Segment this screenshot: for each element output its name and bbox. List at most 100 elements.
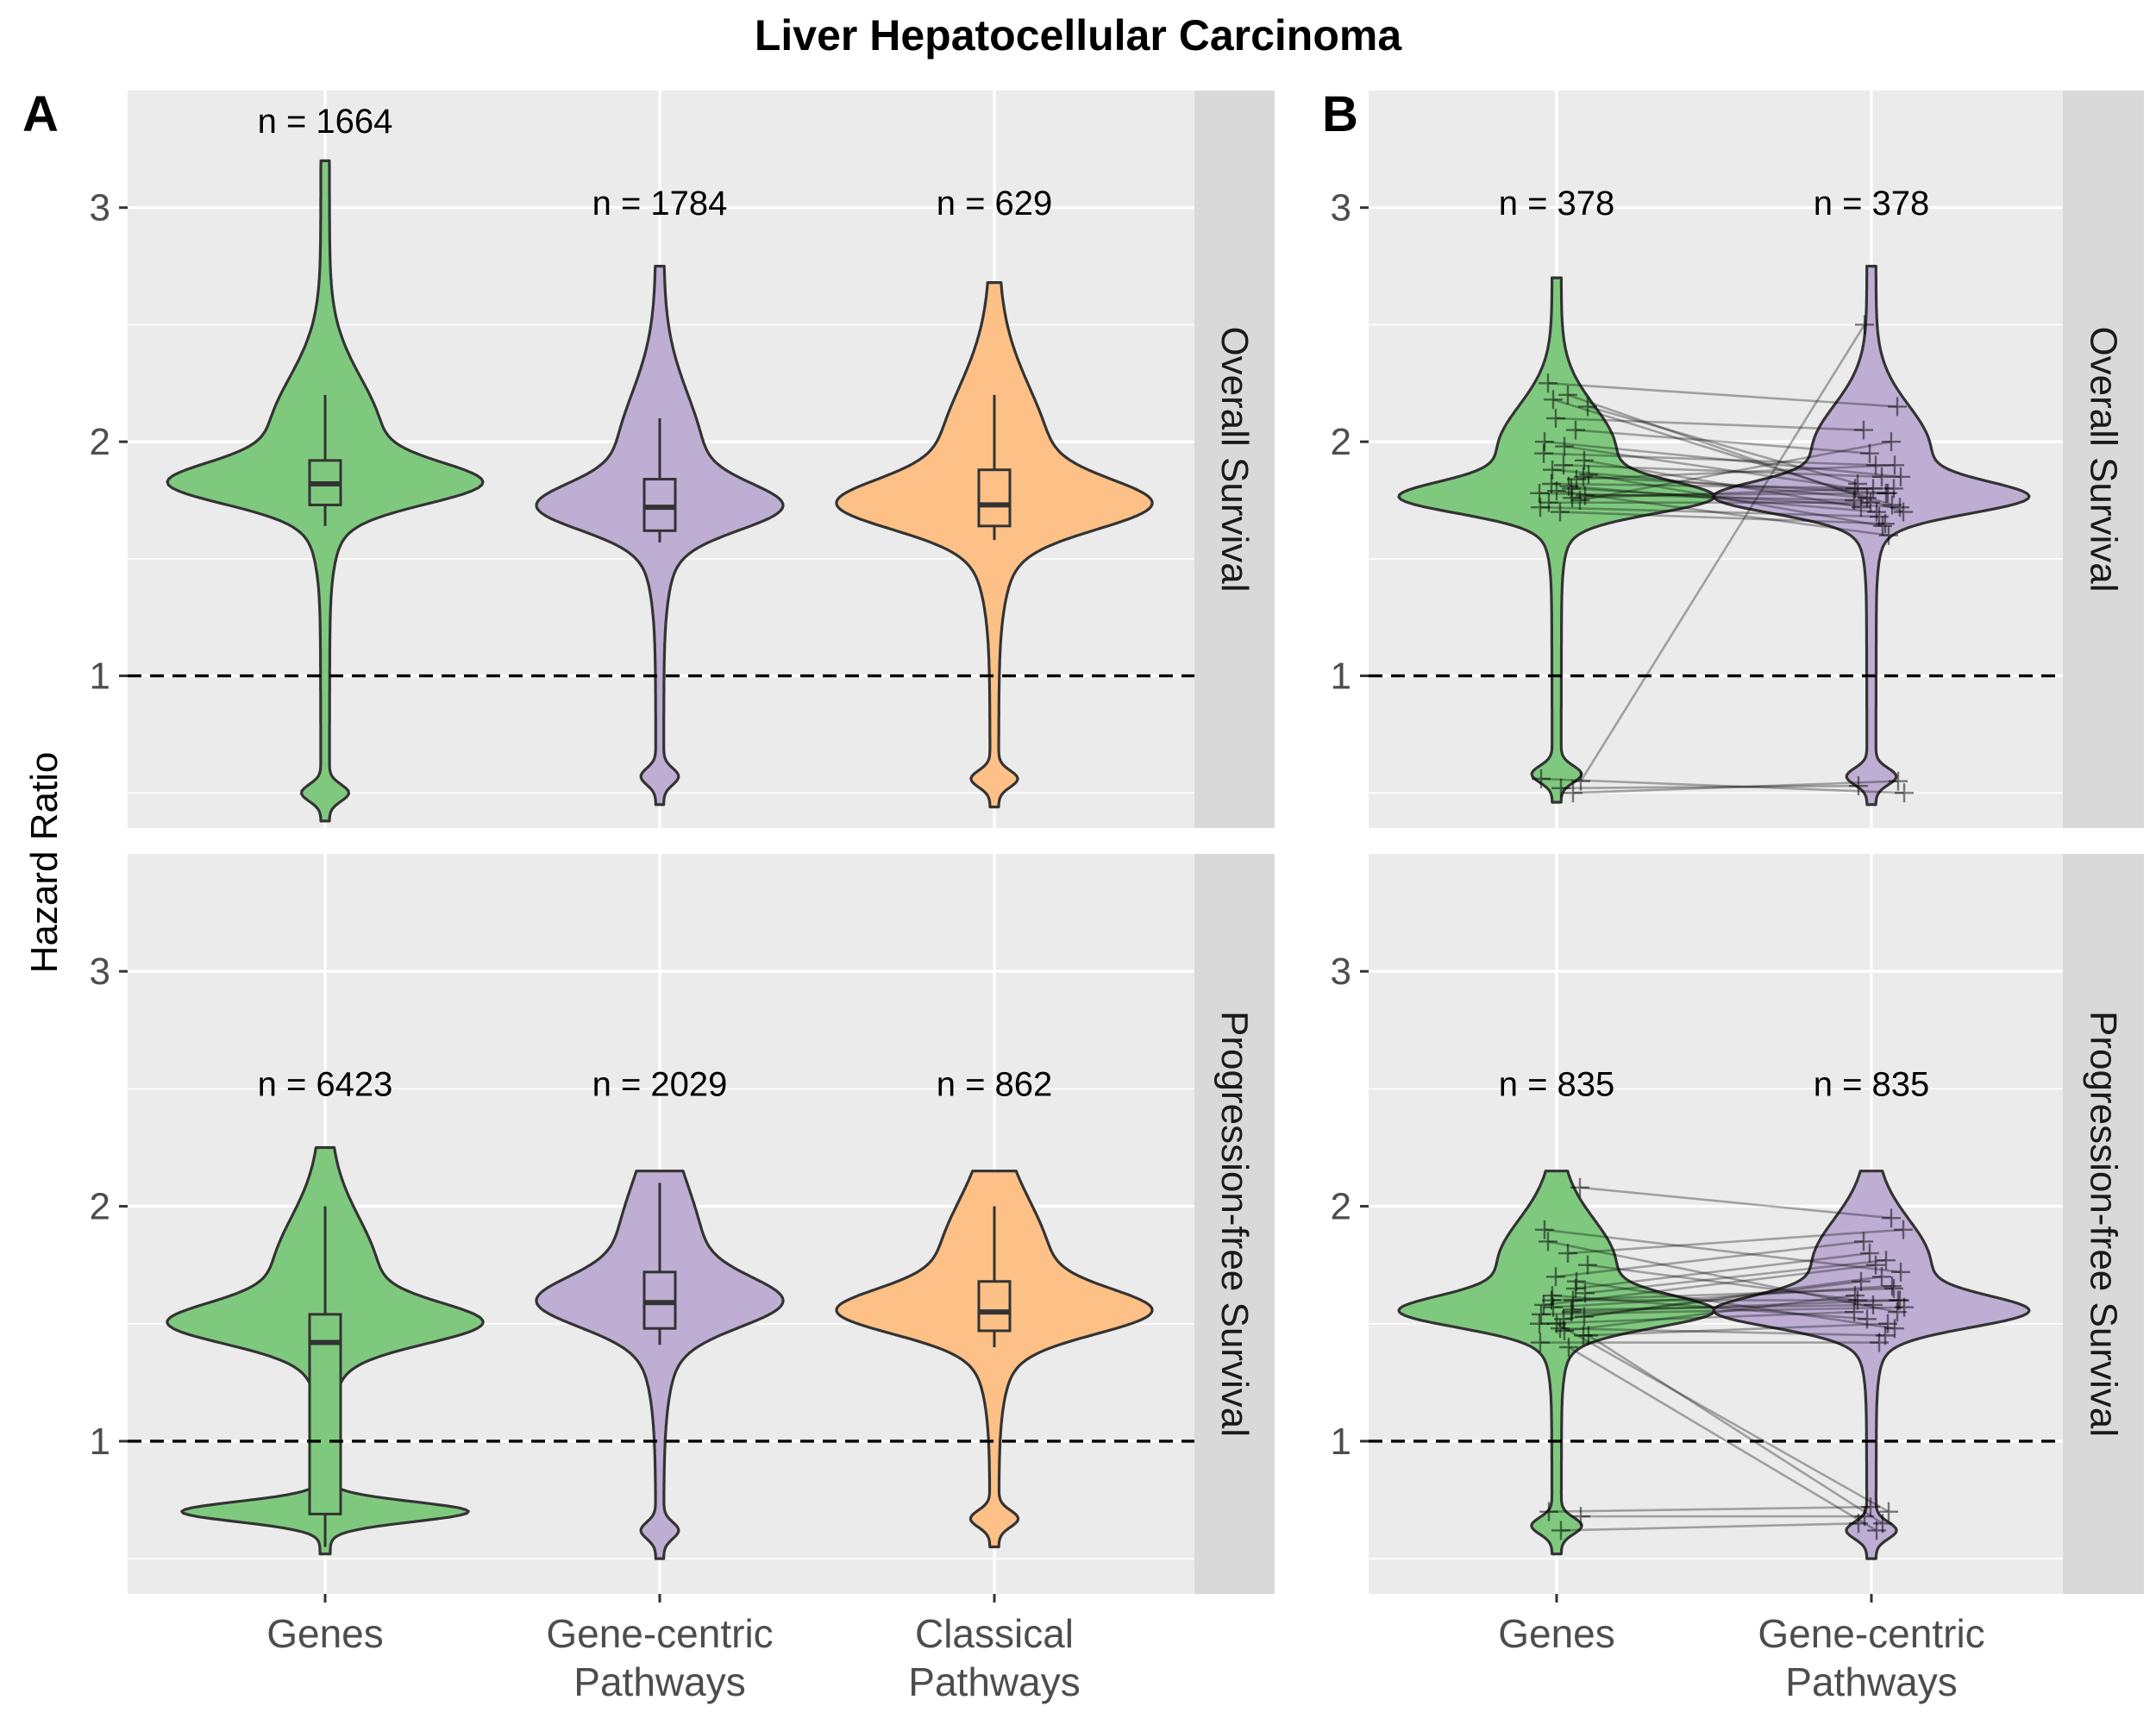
panel-b-facet-1-paired-line: [1568, 485, 1877, 513]
panel-b-facet-1-paired-line: [1583, 475, 1889, 495]
y-axis-label: Hazard Ratio: [23, 752, 66, 974]
panel-b-facet-1-paired-point: [1891, 467, 1910, 486]
panel-b-facet-1-paired-point: [1870, 507, 1889, 526]
panel-a-facet-2-y-tick-label: 1: [90, 1421, 110, 1463]
panel-b-facet-1-paired-line: [1579, 323, 1866, 782]
panel-a-facet-2-strip: [1194, 854, 1275, 1594]
panel-a-x-tick-label: Genes: [266, 1611, 384, 1656]
panel-b-facet-2-paired-point: [1579, 1326, 1598, 1346]
panel-b-facet-1-n-label: n = 378: [1499, 185, 1615, 223]
panel-b-facet-2-n-label: n = 835: [1814, 1066, 1930, 1104]
panel-b-facet-1-paired-point: [1855, 315, 1874, 335]
panel-b-facet-2-paired-point: [1558, 1244, 1577, 1264]
panel-b-facet-1-paired-line: [1539, 492, 1855, 502]
panel-b-facet-2-paired-point: [1576, 1283, 1595, 1303]
panel-b-facet-2-paired-point: [1894, 1220, 1913, 1239]
panel-b-facet-1-paired-line: [1543, 452, 1877, 467]
panel-b-facet-1-paired-point: [1554, 455, 1573, 475]
panel-b-facet-2-paired-point: [1571, 1507, 1590, 1527]
panel-b-facet-1-paired-line: [1567, 393, 1904, 513]
panel-a-facet-2-strip-label: Progression-free Survival: [1213, 1011, 1256, 1437]
panel-b-facet-2-paired-point: [1872, 1267, 1891, 1287]
panel-b-facet-1-paired-point: [1571, 771, 1590, 791]
panel-b-facet-1-paired-line: [1563, 463, 1883, 479]
panel-b-facet-2-paired-point: [1532, 1304, 1551, 1324]
panel-b-facet-2-paired-line: [1583, 1280, 1862, 1318]
panel-b-facet-1-strip-label: Overall Survival: [2083, 326, 2125, 592]
panel-b-facet-2-paired-point: [1885, 1319, 1904, 1339]
panel-b-facet-1-strip: [2063, 91, 2144, 828]
panel-a-facet-2-y-tick-label: 2: [90, 1186, 110, 1228]
panel-a-label: A: [22, 86, 59, 142]
panel-b-facet-1-paired-point: [1555, 436, 1574, 456]
panel-b-facet-2-paired-line: [1571, 1303, 1874, 1311]
panel-b-facet-1-paired-point: [1872, 467, 1891, 486]
panel-b-facet-2-paired-line: [1551, 1287, 1895, 1302]
panel-a-facet-1-y-tick-label: 2: [90, 421, 110, 463]
panel-b-facet-2-paired-point: [1531, 1333, 1550, 1352]
panel-a-facet-1-n-label: n = 1664: [258, 103, 393, 141]
panel-b-facet-2-paired-point: [1567, 1271, 1586, 1291]
panel-b-facet-2-y-tick-label: 3: [1331, 950, 1351, 993]
panel-b-facet-2-paired-point: [1845, 1302, 1864, 1322]
panel-b-facet-2-violin-gene-centric-pathways: [1712, 1170, 2031, 1560]
panel-b-facet-2-paired-point: [1559, 1338, 1578, 1357]
panel-a-facet-1-violin-classical-pathways: [835, 281, 1154, 809]
panel-b-facet-1-paired-point: [1551, 502, 1570, 522]
panel-b-facet-2-paired-line: [1583, 1322, 1889, 1337]
panel-b-facet-1-paired-point: [1890, 498, 1909, 518]
panel-b-facet-1-paired-point: [1883, 495, 1902, 515]
panel-b-facet-1-paired-line: [1551, 468, 1868, 499]
panel-b-facet-2-paired-line: [1564, 1294, 1856, 1333]
panel-b-facet-1-paired-point: [1559, 476, 1578, 496]
panel-b-facet-2-paired-point: [1891, 1262, 1910, 1282]
panel-b-facet-2-paired-line: [1575, 1251, 1871, 1290]
panel-b-facet-2-paired-point: [1852, 1271, 1871, 1291]
panel-b-facet-1-paired-point: [1563, 488, 1582, 508]
panel-b-facet-2-paired-point: [1854, 1232, 1873, 1251]
panel-b-facet-2-paired-line: [1551, 1294, 1868, 1320]
panel-b-facet-1-paired-point: [1558, 385, 1577, 405]
panel-a-facet-1-n-label: n = 629: [937, 185, 1053, 223]
panel-a-facet-2-n-label: n = 2029: [592, 1066, 728, 1104]
panel-b-facet-2-paired-point: [1848, 1290, 1867, 1310]
panel-b-facet-1-paired-point: [1566, 420, 1585, 440]
panel-b-facet-2-paired-line: [1570, 1299, 1901, 1314]
panel-b-facet-1-y-tick-label: 3: [1331, 187, 1351, 229]
panel-a-x-tick-label: Pathways: [908, 1659, 1080, 1704]
panel-b-facet-2-paired-point: [1864, 1295, 1883, 1314]
panel-b-facet-1-paired-point: [1885, 455, 1904, 475]
panel-b-facet-1-paired-point: [1535, 432, 1554, 452]
panel-b-facet-2-paired-point: [1882, 1208, 1901, 1228]
panel-b-facet-1-paired-point: [1551, 778, 1570, 798]
panel-b-facet-2-paired-point: [1866, 1255, 1885, 1275]
panel-b-facet-1-y-tick-label: 2: [1331, 421, 1351, 463]
panel-b-facet-1-paired-point: [1579, 465, 1598, 485]
panel-b-facet-1-paired-line: [1555, 417, 1865, 431]
panel-b-facet-2-paired-point: [1884, 1278, 1903, 1298]
panel-b-facet-1-paired-point: [1546, 409, 1565, 428]
panel-a-facet-2-boxplot-box: [308, 1313, 342, 1515]
panel-b-facet-1-paired-point: [1576, 486, 1595, 505]
panel-b-facet-1-paired-point: [1873, 516, 1892, 536]
panel-b-facet-2-paired-point: [1889, 1290, 1908, 1310]
panel-b-facet-1-paired-point: [1543, 460, 1562, 480]
panel-b-facet-2-paired-point: [1860, 1244, 1879, 1264]
panel-b-facet-1-paired-point: [1570, 491, 1589, 510]
panel-b-facet-1-paired-line: [1570, 487, 1901, 509]
panel-a-facet-1-strip: [1194, 91, 1275, 828]
panel-b-facet-2-paired-point: [1530, 1314, 1549, 1333]
panel-b-facet-2-paired-point: [1551, 1521, 1570, 1540]
panel-b-facet-1-paired-line: [1564, 445, 1856, 490]
panel-b-facet-1-paired-line: [1559, 511, 1886, 525]
panel-b-facet-1-paired-line: [1552, 398, 1893, 506]
figure-title: Liver Hepatocellular Carcinoma: [755, 11, 1402, 60]
panel-a-facet-1-y-tick-label: 3: [90, 187, 110, 229]
panel-b-facet-1-paired-line: [1572, 780, 1899, 794]
panel-b-facet-2-paired-line: [1579, 1186, 1892, 1220]
panel-b-facet-1-paired-point: [1539, 373, 1557, 393]
panel-b-facet-2-paired-line: [1567, 1228, 1904, 1255]
panel-b-facet-1-paired-line: [1588, 473, 1883, 528]
panel-b-facet-2-paired-point: [1535, 1220, 1554, 1239]
